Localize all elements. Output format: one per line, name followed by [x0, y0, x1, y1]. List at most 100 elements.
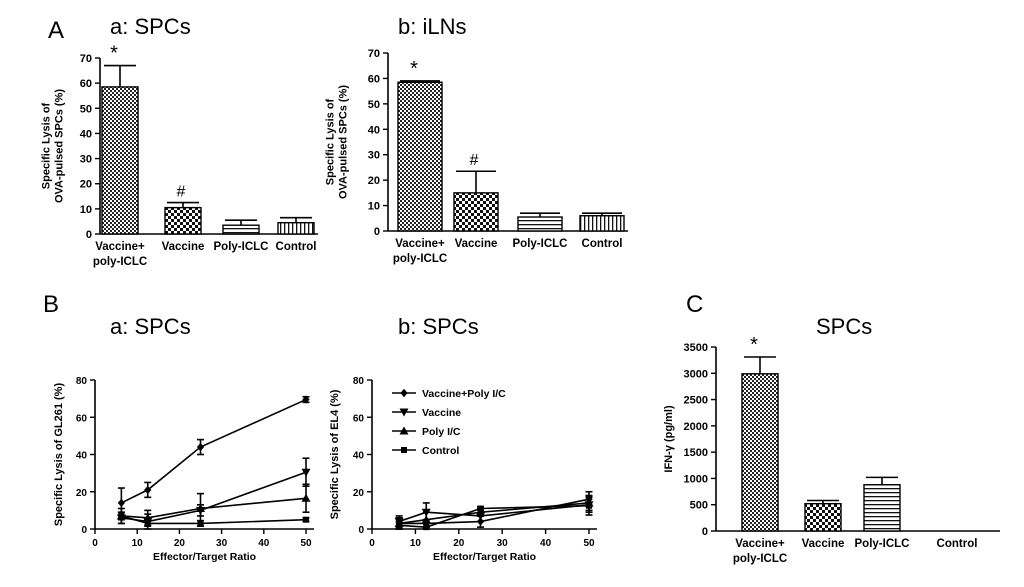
- chart-aa-y-tick-label: 0: [86, 229, 92, 241]
- chart-ab-bar: [517, 216, 563, 232]
- chart-bb-x-axis-title: Effector/Target Ratio: [433, 551, 536, 563]
- chart-ab-y-tick-label: 60: [368, 73, 380, 85]
- chart-ba-y-axis-title: Specific Lysis of GL261 (%): [53, 383, 65, 527]
- chart-aa-y-tick-label: 60: [80, 78, 92, 90]
- chart-aa-y-tick-label: 70: [80, 53, 92, 65]
- chart-ba-y-tick-label: 80: [76, 376, 88, 387]
- chart-aa-significance-mark: #: [177, 184, 186, 201]
- chart-bb-x-tick-label: 50: [583, 538, 595, 549]
- chart-ab-title: b: iLNs: [398, 14, 466, 39]
- chart-c-bar: [804, 502, 842, 532]
- chart-bb-data-point: [477, 505, 484, 512]
- chart-bb-series-line: [399, 504, 590, 528]
- chart-ab-y-axis-title-line: Specific Lysis of: [325, 98, 337, 185]
- chart-bb-x-tick-label: 30: [497, 538, 509, 549]
- chart-bb-legend-marker: [400, 388, 408, 398]
- chart-bb-data-point: [476, 507, 485, 516]
- chart-ab-y-tick-label: 30: [368, 150, 380, 162]
- chart-c-bar: [741, 373, 779, 532]
- chart-aa-y-tick-label: 40: [80, 128, 92, 140]
- chart-ab-bar-chart: 0 10 20 30 40 50 60 70 Specific Lysis ofOVA-puls…: [325, 48, 628, 265]
- chart-ab-y-axis-title: Specific Lysis ofOVA-pulsed SPCs (%): [325, 85, 350, 199]
- chart-bb-legend-marker: [401, 447, 407, 453]
- chart-c-bar-chart: 0 500 1000 1500 2000 2500 3000 3500 IFN-γ (pg/ml…: [663, 334, 1000, 565]
- chart-ab-category-label: Vaccine: [455, 238, 498, 250]
- chart-c-y-axis-title: IFN-γ (pg/ml): [663, 405, 675, 473]
- chart-ba-data-point: [118, 512, 125, 519]
- chart-ab-y-tick-label: 0: [374, 226, 380, 238]
- chart-ab-category-label: Vaccine+: [395, 238, 445, 250]
- chart-aa-significance-mark: *: [110, 43, 118, 65]
- chart-ab-significance-mark: #: [470, 152, 479, 169]
- chart-bb-title: b: SPCs: [398, 314, 479, 339]
- chart-ba-data-point: [143, 513, 153, 522]
- chart-ba-data-point: [303, 516, 309, 523]
- chart-bb-data-point: [586, 502, 592, 509]
- chart-ab-y-tick-label: 50: [368, 99, 380, 111]
- chart-c-category-label: Poly-ICLC: [855, 538, 910, 550]
- chart-bb-legend-label: Control: [422, 445, 459, 457]
- chart-aa-y-tick-label: 50: [80, 103, 92, 115]
- chart-ba-x-tick-label: 50: [300, 538, 312, 549]
- chart-c-significance-mark: *: [750, 334, 758, 356]
- chart-aa-bar-chart: 0 10 20 30 40 50 60 70 Specific Lysis ofOVA-puls…: [41, 43, 318, 268]
- chart-aa-bar: [222, 224, 260, 235]
- chart-bb-data-point: [396, 522, 403, 529]
- chart-ba-y-tick-label: 60: [76, 413, 88, 424]
- chart-ab-category-label: Control: [582, 238, 623, 250]
- chart-aa-category-label: Vaccine: [162, 241, 205, 253]
- chart-aa-category-label: Vaccine+: [95, 241, 145, 253]
- panel-letter-a: A: [48, 17, 64, 44]
- chart-ba-data-point: [196, 442, 205, 452]
- chart-ab-y-axis-title-line: OVA-pulsed SPCs (%): [338, 85, 350, 199]
- chart-c-category-label: Vaccine: [802, 538, 845, 550]
- chart-ba-x-tick-label: 0: [92, 538, 98, 549]
- chart-bb-x-tick-label: 20: [453, 538, 465, 549]
- chart-bb-legend-marker: [399, 426, 409, 435]
- chart-c-category-label: Vaccine+: [735, 538, 785, 550]
- chart-aa-bar: [164, 206, 202, 235]
- chart-c-y-tick-label: 0: [702, 526, 708, 538]
- chart-c-y-tick-label: 3000: [684, 368, 708, 380]
- chart-ba-x-tick-label: 40: [258, 538, 270, 549]
- chart-ba-data-point: [144, 485, 152, 495]
- chart-ba-x-axis-title: Effector/Target Ratio: [153, 551, 256, 563]
- chart-bb-legend-marker: [399, 408, 409, 417]
- chart-bb-x-tick-label: 10: [410, 538, 422, 549]
- chart-aa-category-label: poly-ICLC: [93, 256, 147, 268]
- chart-bb-y-tick-label: 20: [353, 488, 365, 499]
- chart-ab-significance-mark: *: [410, 58, 418, 80]
- chart-aa-category-label: Control: [276, 241, 317, 253]
- chart-c-category-label: Control: [937, 538, 978, 550]
- chart-aa-category-label: Poly-ICLC: [214, 241, 269, 253]
- chart-bb-legend-label: Poly I/C: [422, 426, 461, 438]
- chart-aa-y-axis-title: Specific Lysis ofOVA-pulsed SPCs (%): [41, 89, 66, 203]
- chart-aa-bar: [101, 86, 139, 235]
- chart-bb-line-chart: 0 20 40 60 80 0 10 20 30 40 50 Effector/Target Rati…: [329, 376, 597, 563]
- chart-c-y-tick-label: 3500: [684, 342, 708, 354]
- chart-ba-y-tick-label: 40: [76, 451, 88, 462]
- chart-ba-x-tick-label: 10: [132, 538, 144, 549]
- chart-ba-series-line: [121, 497, 307, 519]
- chart-ab-category-label: Poly-ICLC: [513, 238, 568, 250]
- chart-aa-y-axis-title-line: Specific Lysis of: [41, 102, 53, 189]
- chart-bb-y-tick-label: 40: [353, 451, 365, 462]
- chart-ab-bar: [397, 81, 443, 232]
- chart-ba-series-line: [121, 515, 307, 525]
- chart-c-y-tick-label: 1000: [684, 473, 708, 485]
- chart-ba-data-point: [301, 493, 311, 502]
- chart-ab-bar: [579, 215, 625, 232]
- chart-aa-y-tick-label: 20: [80, 179, 92, 191]
- chart-c-y-tick-label: 2000: [684, 421, 708, 433]
- chart-c-category-label: poly-ICLC: [733, 553, 787, 565]
- chart-bb-x-tick-label: 40: [540, 538, 552, 549]
- chart-ba-data-point: [144, 520, 151, 527]
- chart-ab-y-tick-label: 20: [368, 175, 380, 187]
- chart-ba-y-tick-label: 20: [76, 488, 88, 499]
- chart-aa-y-axis-title-line: OVA-pulsed SPCs (%): [54, 89, 66, 203]
- chart-ab-bar: [453, 192, 499, 232]
- chart-bb-series-line: [398, 503, 590, 523]
- chart-ba-series-line: [121, 398, 307, 504]
- chart-aa-y-tick-label: 30: [80, 154, 92, 166]
